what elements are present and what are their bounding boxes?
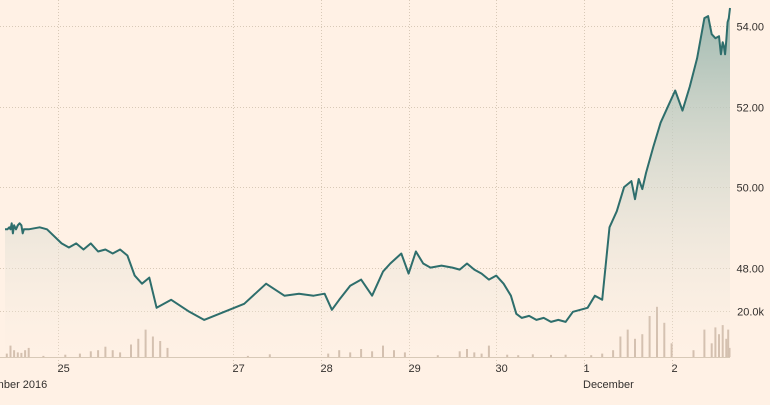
axis-labels: 48.0050.0052.0054.0020.0k24252728293012N…: [0, 22, 764, 392]
x-tick-label: 25: [58, 363, 70, 375]
x-tick-label: 27: [233, 363, 245, 375]
price-area-fill: [5, 8, 730, 357]
x-tick-label: 28: [321, 363, 333, 375]
price-line: [5, 7, 731, 323]
y-tick-label: 52.00: [736, 103, 764, 115]
price-area: [5, 7, 731, 357]
y-tick-label: 48.00: [736, 264, 764, 276]
x-tick-label: 29: [409, 363, 421, 375]
month-label: November 2016: [0, 379, 47, 391]
y-tick-label: 54.00: [736, 22, 764, 34]
y-tick-label: 50.00: [736, 183, 764, 195]
volume-tick-label: 20.0k: [737, 307, 764, 319]
x-tick-label: 1: [584, 363, 590, 375]
month-label: December: [583, 379, 634, 391]
x-tick-label: 2: [672, 363, 678, 375]
x-tick-label: 30: [496, 363, 508, 375]
